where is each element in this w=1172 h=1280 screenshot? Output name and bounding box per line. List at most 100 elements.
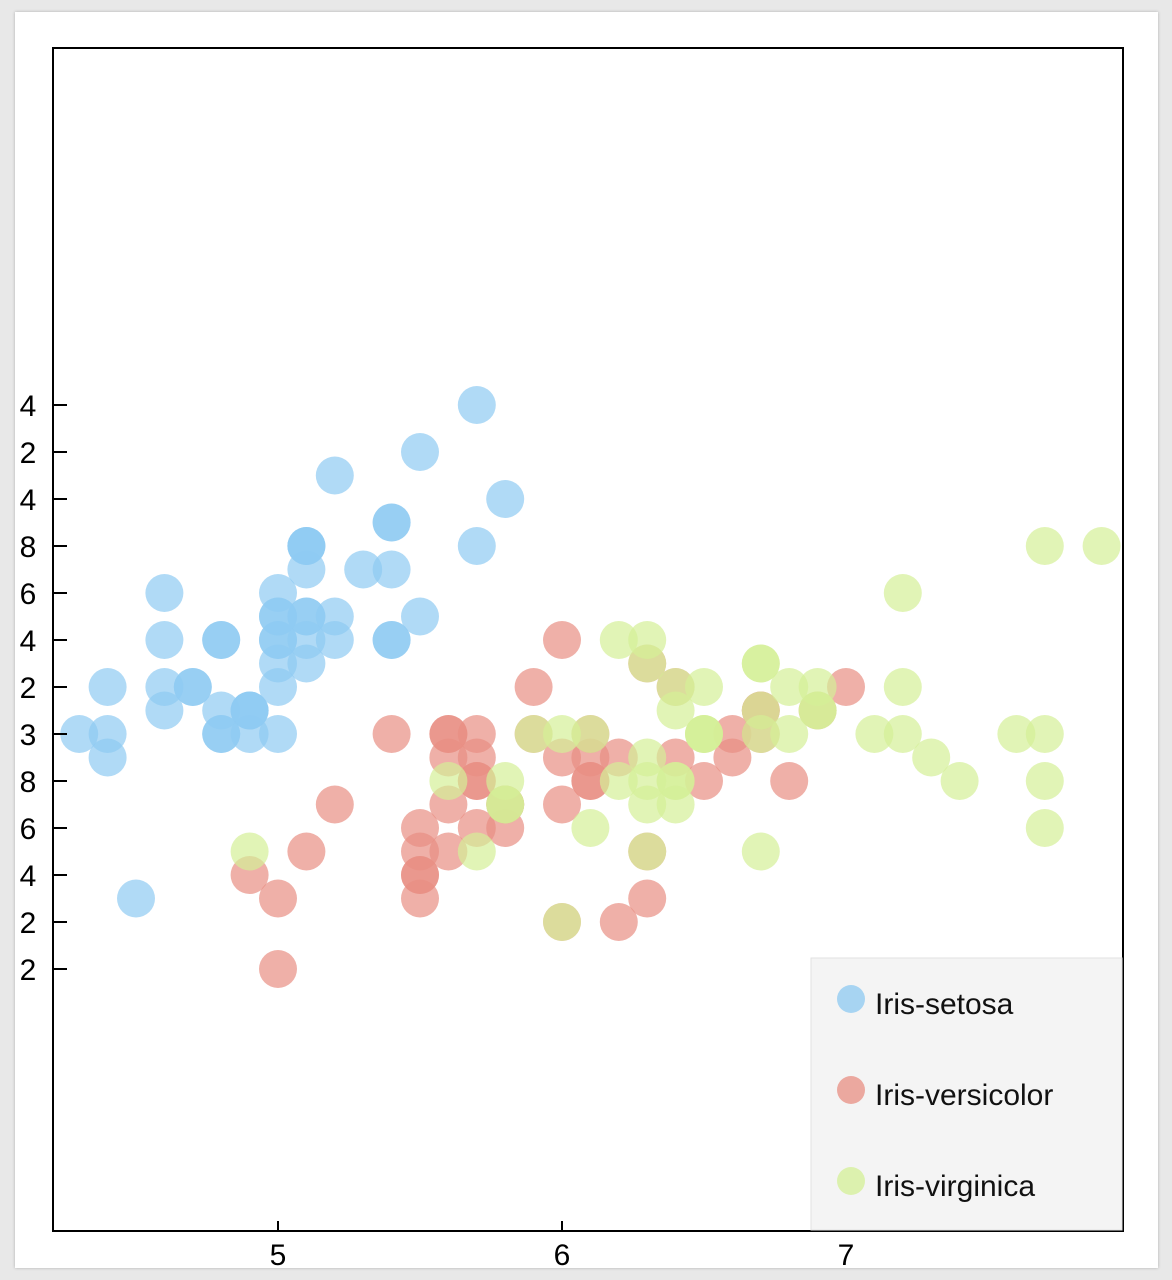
point-iris-setosa-49 xyxy=(259,644,297,683)
point-iris-virginica-31 xyxy=(1082,527,1121,565)
point-iris-versicolor-33 xyxy=(543,785,581,824)
point-iris-virginica-34 xyxy=(571,809,610,847)
legend-label-0: Iris-setosa xyxy=(875,988,1014,1021)
x-axis: 5 6 7 xyxy=(270,1221,855,1272)
point-iris-virginica-6 xyxy=(230,832,269,871)
point-iris-setosa-38 xyxy=(88,715,127,753)
point-iris-virginica-10 xyxy=(685,668,723,706)
point-iris-virginica-42 xyxy=(486,785,525,824)
point-iris-virginica-37 xyxy=(656,691,695,730)
point-iris-versicolor-37 xyxy=(628,879,667,918)
point-iris-versicolor-20 xyxy=(514,668,553,706)
point-iris-virginica-19 xyxy=(543,903,581,941)
y-axis: 4 2 4 8 6 4 2 3 8 6 4 2 2 xyxy=(20,390,67,987)
point-iris-virginica-30 xyxy=(940,762,979,800)
point-iris-versicolor-19 xyxy=(429,832,468,871)
y-tick-label-6: 2 xyxy=(20,672,37,705)
point-iris-versicolor-38 xyxy=(429,715,468,753)
point-iris-virginica-43 xyxy=(770,668,809,706)
point-iris-setosa-31 xyxy=(372,621,411,659)
point-iris-virginica-18 xyxy=(1025,809,1064,847)
point-iris-virginica-29 xyxy=(883,715,922,753)
point-iris-virginica-21 xyxy=(429,762,468,800)
point-iris-virginica-33 xyxy=(628,762,667,800)
point-iris-virginica-32 xyxy=(656,762,695,800)
point-iris-versicolor-48 xyxy=(287,832,326,871)
points-layer xyxy=(60,386,1121,988)
point-iris-virginica-48 xyxy=(599,621,638,659)
point-iris-virginica-8 xyxy=(741,832,780,871)
point-iris-setosa-32 xyxy=(315,456,354,495)
point-iris-versicolor-9 xyxy=(315,785,354,824)
y-tick-label-9: 6 xyxy=(20,813,37,846)
point-iris-virginica-7 xyxy=(912,738,951,777)
point-iris-versicolor-43 xyxy=(259,879,297,918)
x-tick-label-1: 6 xyxy=(554,1239,571,1272)
point-iris-setosa-33 xyxy=(401,433,439,471)
point-iris-virginica-2 xyxy=(855,715,894,753)
legend: Iris-setosa Iris-versicolor Iris-virginica xyxy=(810,957,1123,1231)
point-iris-virginica-22 xyxy=(1025,762,1064,800)
x-tick-label-2: 7 xyxy=(838,1239,855,1272)
point-iris-virginica-35 xyxy=(1025,715,1064,753)
y-tick-label-1: 2 xyxy=(20,437,37,470)
point-iris-virginica-44 xyxy=(741,644,780,683)
point-iris-versicolor-35 xyxy=(543,621,581,659)
y-tick-label-7: 3 xyxy=(20,719,37,752)
point-iris-setosa-28 xyxy=(315,621,354,659)
y-tick-label-2: 4 xyxy=(20,484,37,517)
point-iris-versicolor-10 xyxy=(259,950,297,988)
point-iris-setosa-29 xyxy=(173,668,212,706)
y-tick-label-0: 4 xyxy=(20,390,37,423)
point-iris-setosa-25 xyxy=(259,715,297,753)
point-iris-virginica-27 xyxy=(571,715,610,753)
point-iris-setosa-42 xyxy=(88,668,127,706)
y-tick-label-3: 8 xyxy=(20,531,37,564)
y-tick-label-4: 6 xyxy=(20,578,37,611)
point-iris-setosa-48 xyxy=(344,550,383,589)
y-tick-label-5: 4 xyxy=(20,625,37,658)
point-iris-setosa-24 xyxy=(202,621,241,659)
point-iris-virginica-45 xyxy=(741,715,780,753)
point-iris-setosa-18 xyxy=(457,527,496,565)
point-iris-virginica-17 xyxy=(1025,527,1064,565)
point-iris-versicolor-34 xyxy=(372,715,411,753)
y-tick-label-12: 2 xyxy=(20,954,37,987)
point-iris-versicolor-40 xyxy=(401,809,439,847)
point-iris-setosa-46 xyxy=(287,527,326,565)
point-iris-virginica-49 xyxy=(514,715,553,753)
legend-marker-2 xyxy=(837,1167,865,1195)
point-iris-setosa-22 xyxy=(145,574,184,612)
point-iris-setosa-36 xyxy=(401,597,439,636)
point-iris-virginica-26 xyxy=(599,762,638,800)
point-iris-virginica-12 xyxy=(770,715,809,753)
point-iris-virginica-5 xyxy=(997,715,1036,753)
point-iris-virginica-41 xyxy=(798,691,837,730)
point-iris-virginica-25 xyxy=(883,668,922,706)
point-iris-setosa-47 xyxy=(145,668,184,706)
point-iris-virginica-38 xyxy=(543,715,581,753)
legend-label-1: Iris-versicolor xyxy=(875,1079,1053,1112)
point-iris-setosa-43 xyxy=(259,597,297,636)
point-iris-versicolor-49 xyxy=(457,762,496,800)
point-iris-versicolor-18 xyxy=(599,903,638,941)
point-iris-setosa-37 xyxy=(230,691,269,730)
point-iris-setosa-15 xyxy=(457,386,496,424)
point-iris-virginica-36 xyxy=(628,621,667,659)
point-iris-versicolor-26 xyxy=(770,762,809,800)
point-iris-virginica-46 xyxy=(628,832,667,871)
y-tick-label-10: 4 xyxy=(20,860,37,893)
point-iris-setosa-13 xyxy=(60,715,99,753)
legend-marker-1 xyxy=(837,1076,865,1104)
x-tick-label-0: 5 xyxy=(270,1239,287,1272)
point-iris-setosa-39 xyxy=(287,621,326,659)
point-iris-setosa-41 xyxy=(117,879,155,918)
y-tick-label-8: 8 xyxy=(20,766,37,799)
point-iris-setosa-10 xyxy=(372,550,411,589)
point-iris-setosa-6 xyxy=(145,621,184,659)
y-tick-label-11: 2 xyxy=(20,907,37,940)
point-iris-virginica-47 xyxy=(685,715,723,753)
point-iris-versicolor-23 xyxy=(571,762,610,800)
point-iris-setosa-45 xyxy=(202,715,241,753)
